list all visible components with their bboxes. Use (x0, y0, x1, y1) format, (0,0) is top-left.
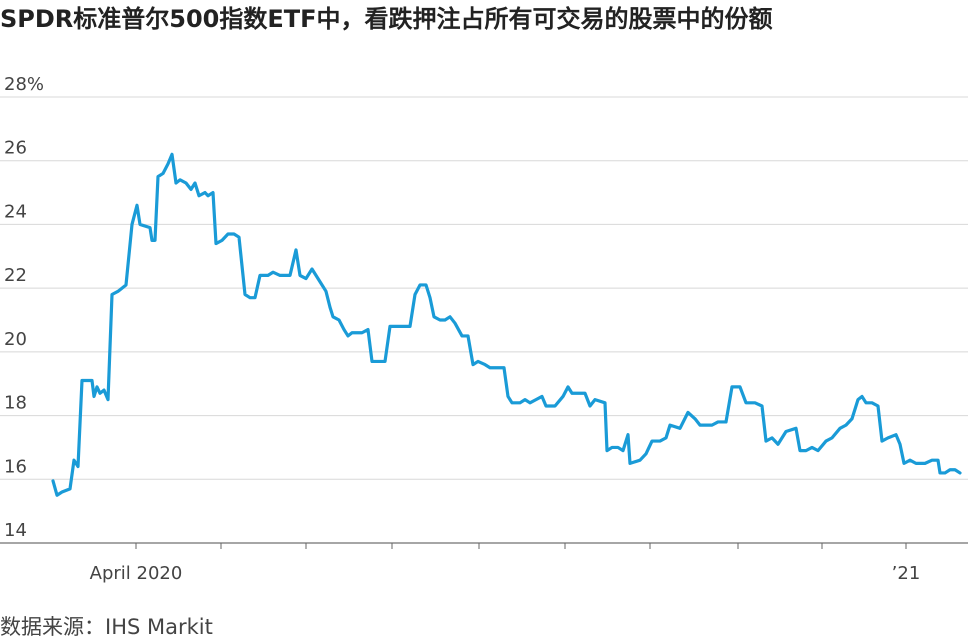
y-tick-label: 16 (4, 456, 27, 477)
y-tick-label: 22 (4, 265, 27, 286)
y-tick-label: 20 (4, 329, 27, 350)
chart-title: SPDR标准普尔500指数ETF中，看跌押注占所有可交易的股票中的份额 (0, 5, 773, 33)
x-tick-label: April 2020 (90, 563, 183, 584)
line-series (51, 152, 962, 497)
y-tick-label: 24 (4, 201, 27, 222)
x-tick-label: ’21 (892, 563, 921, 584)
y-tick-label: 18 (4, 393, 27, 414)
y-tick-label: 14 (4, 520, 27, 541)
y-tick-label: 26 (4, 138, 27, 159)
y-tick-label: 28% (4, 74, 44, 95)
source: 数据来源：IHS Markit (0, 615, 213, 639)
